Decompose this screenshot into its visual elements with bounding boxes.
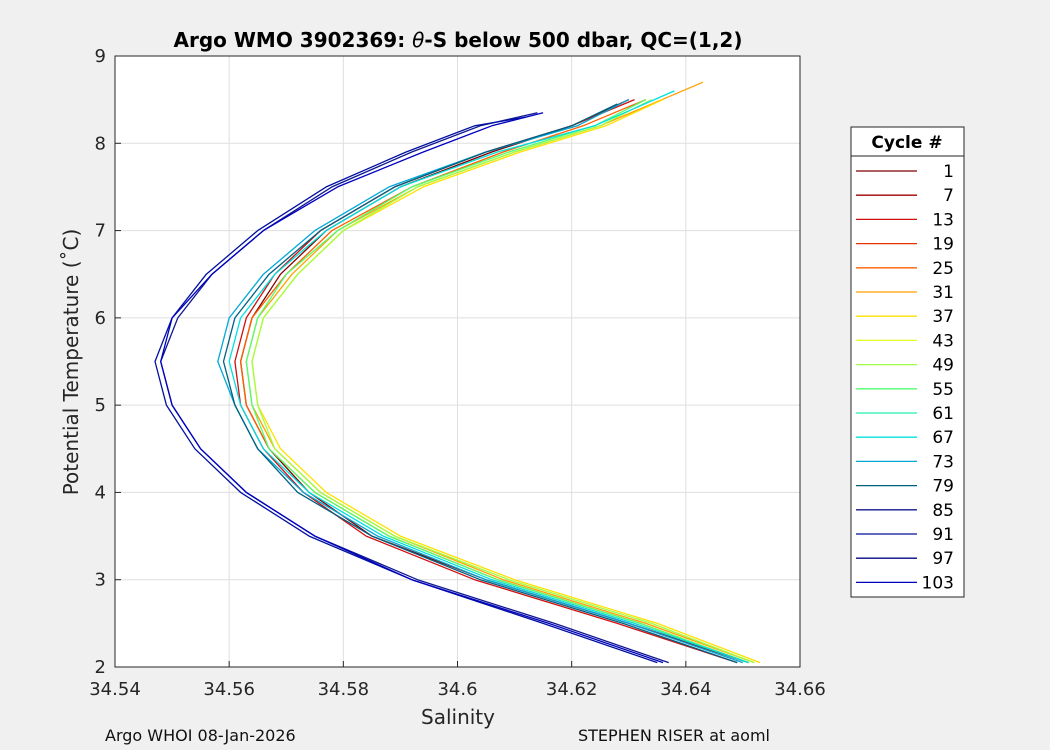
title-prefix: Argo WMO 3902369: [174, 28, 413, 52]
y-tick-label: 5 [95, 395, 106, 416]
legend-entry: 1 [856, 162, 954, 182]
legend-entry: 97 [856, 549, 954, 569]
series-line-11 [154, 116, 658, 664]
series-line-9 [222, 103, 738, 664]
legend-label: 79 [932, 477, 954, 497]
legend-entries: 1 7 13 19 25 31 37 43 49 55 61 67 73 79 85 91 97 103 [856, 162, 954, 593]
legend-label: 97 [932, 549, 954, 569]
y-tick-label: 7 [95, 221, 106, 242]
legend-entry: 55 [856, 380, 954, 400]
legend-box [850, 126, 965, 598]
legend-entry: 103 [856, 573, 954, 593]
series-line-5 [251, 99, 755, 664]
legend-entry: 79 [856, 477, 954, 497]
legend-label: 55 [932, 380, 954, 400]
legend: Cycle # 1 7 13 19 25 31 37 43 49 55 61 67 73 79 85 91 97… [850, 126, 965, 598]
legend-entry: 85 [856, 501, 954, 521]
legend-entry: 43 [856, 331, 954, 351]
series-line-6 [245, 99, 749, 664]
legend-label: 19 [932, 235, 954, 255]
legend-entry: 13 [856, 210, 954, 230]
series-line-12 [160, 112, 664, 664]
y-axis-label: Potential Temperature (˚C) [59, 229, 83, 496]
x-axis-label: Salinity [421, 705, 495, 729]
legend-entry: 37 [856, 307, 954, 327]
series-group [154, 81, 761, 664]
legend-label: 49 [932, 356, 954, 376]
y-tick-label: 8 [95, 133, 106, 154]
legend-label: 91 [932, 525, 954, 545]
y-tick-label: 2 [95, 657, 106, 678]
x-tick-label: 34.56 [203, 679, 255, 700]
x-tick-label: 34.58 [318, 679, 370, 700]
axis-ticks: 34.54 34.56 34.58 34.6 34.62 34.64 34.66 2 3 4 5 6 7… [89, 46, 826, 700]
series-line-7 [228, 90, 749, 664]
x-tick-label: 34.6 [437, 679, 477, 700]
x-tick-label: 34.62 [546, 679, 598, 700]
legend-entry: 25 [856, 259, 954, 279]
legend-label: 13 [932, 210, 954, 230]
footer-left: Argo WHOI 08-Jan-2026 [105, 726, 296, 745]
legend-entry: 61 [856, 404, 954, 424]
legend-entry: 73 [856, 452, 954, 472]
legend-entry: 19 [856, 235, 954, 255]
y-tick-label: 6 [95, 308, 106, 329]
series-line-8 [217, 99, 744, 664]
legend-label: 25 [932, 259, 954, 279]
legend-entry: 49 [856, 356, 954, 376]
y-tick-label: 4 [95, 482, 106, 503]
x-tick-label: 34.64 [660, 679, 712, 700]
legend-label: 1 [943, 162, 954, 182]
y-tick-label: 9 [95, 46, 106, 67]
chart-title: Argo WMO 3902369: θ-S below 500 dbar, QC… [174, 28, 743, 52]
legend-entry: 91 [856, 525, 954, 545]
legend-label: 43 [932, 331, 954, 351]
x-tick-label: 34.66 [774, 679, 826, 700]
legend-title: Cycle # [871, 133, 942, 153]
legend-entry: 7 [856, 186, 954, 206]
legend-label: 73 [932, 452, 954, 472]
legend-label: 61 [932, 404, 954, 424]
legend-label: 67 [932, 428, 954, 448]
legend-entry: 67 [856, 428, 954, 448]
title-theta: θ [412, 28, 424, 52]
legend-entry: 31 [856, 283, 954, 303]
y-tick-label: 3 [95, 570, 106, 591]
legend-label: 85 [932, 501, 954, 521]
legend-label: 37 [932, 307, 954, 327]
legend-label: 7 [943, 186, 954, 206]
legend-label: 31 [932, 283, 954, 303]
legend-label: 103 [922, 573, 954, 593]
x-tick-label: 34.54 [89, 679, 141, 700]
title-suffix: -S below 500 dbar, QC=(1,2) [424, 28, 742, 52]
footer-right: STEPHEN RISER at aoml [578, 726, 770, 745]
